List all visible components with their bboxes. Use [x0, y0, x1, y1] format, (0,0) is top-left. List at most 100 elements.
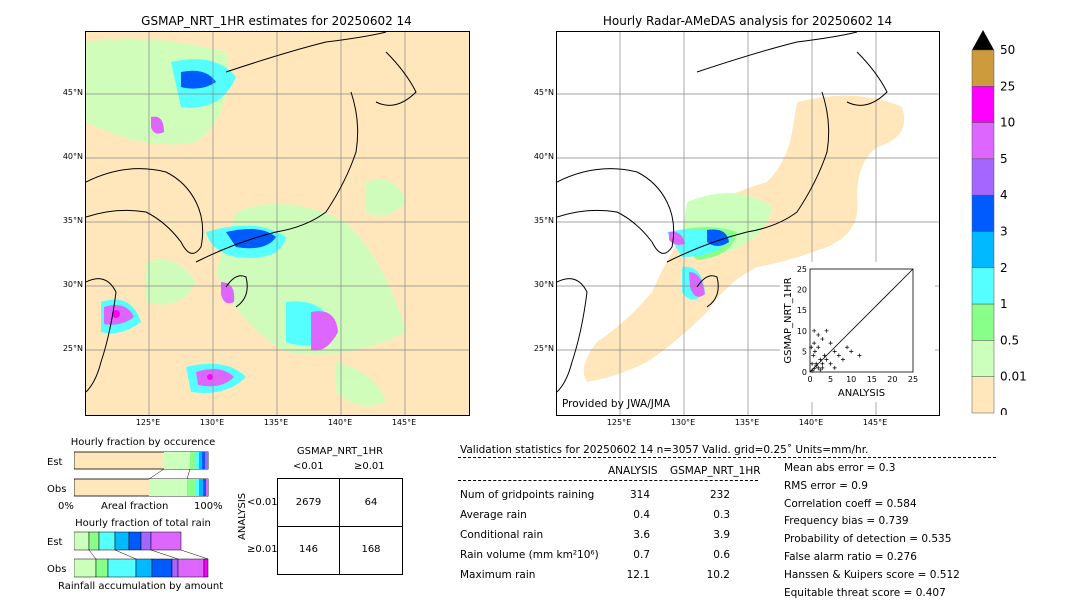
scatter-point [811, 353, 816, 358]
scatter-x-tick: 20 [887, 375, 897, 384]
total-rain-title: Hourly fraction of total rain [75, 518, 211, 529]
cell-miss: 146 [298, 544, 319, 555]
contingency-col-lt: <0.01 [293, 461, 324, 472]
colorbar-label: 50 [1000, 43, 1015, 57]
scatter-point [828, 361, 833, 366]
scatter-point [812, 328, 817, 333]
validation-row-gsmap: 10.2 [706, 569, 730, 581]
contingency-col-ge: ≥0.01 [354, 461, 385, 472]
colorbar-label: 10 [1000, 116, 1015, 130]
lon-label: 130°E [670, 418, 696, 427]
right-map-title: Hourly Radar-AMeDAS analysis for 2025060… [602, 14, 893, 28]
colorbar-segment [971, 267, 995, 305]
scatter-x-tick: 0 [807, 375, 812, 384]
scatter-x-tick: 5 [828, 375, 833, 384]
validation-header: Validation statistics for 20250602 14 n=… [460, 444, 869, 456]
scatter-ylabel: GSMAP_NRT_1HR [783, 277, 794, 363]
cell-hit: 168 [361, 544, 381, 555]
colorbar-label: 4 [1000, 188, 1008, 202]
validation-row-analysis: 0.4 [633, 509, 650, 521]
scatter-point [824, 357, 829, 362]
colorbar-extend-arrow [972, 30, 994, 50]
scatter-point [818, 357, 823, 362]
scatter-point [820, 337, 825, 342]
scatter-point [849, 349, 854, 354]
validation-score: RMS error = 0.9 [784, 479, 868, 492]
scatter-point [812, 341, 817, 346]
lon-label: 125°E [135, 418, 161, 427]
validation-score: Hanssen & Kuipers score = 0.512 [784, 568, 960, 581]
lon-label: 125°E [606, 418, 632, 427]
scatter-point [845, 345, 850, 350]
scatter-point [816, 365, 821, 370]
scatter-y-tick: 15 [797, 306, 807, 315]
total-rain-est-label: Est [47, 537, 63, 548]
scatter-point [857, 353, 862, 358]
validation-row-gsmap: 3.9 [713, 529, 730, 541]
scatter-point [810, 361, 815, 366]
validation-score: Mean abs error = 0.3 [784, 462, 896, 474]
lat-label: 25°N [62, 344, 83, 353]
scatter-point [812, 349, 817, 354]
colorbar-segment [971, 86, 995, 123]
occurrence-axis-mid: Areal fraction [101, 501, 169, 512]
validation-score: Probability of detection = 0.535 [784, 533, 952, 546]
validation-row-gsmap: 0.6 [713, 549, 730, 561]
scatter-x-tick: 25 [908, 375, 918, 384]
scatter-y-tick: 20 [797, 286, 807, 295]
contingency-header: GSMAP_NRT_1HR [296, 446, 384, 457]
lat-label: 35°N [62, 216, 83, 225]
lat-label: 35°N [533, 216, 554, 225]
lon-label: 135°E [263, 418, 289, 427]
scatter-plot: 00 5 5 10 10 15 15 20 20 25 25 ANALYSIS GSMAP_NRT_1H… [783, 265, 918, 399]
validation-score: False alarm ratio = 0.276 [784, 551, 917, 563]
scatter-y-tick: 0 [802, 368, 807, 377]
validation-divider [458, 457, 996, 458]
scatter-inset: 0 0 5 5 10 10 15 15 20 20 25 25 ANALYSIS GSMAP_NRT_1H… [780, 262, 935, 402]
lat-label: 25°N [533, 344, 554, 353]
colorbar-label: 25 [1000, 79, 1015, 93]
lat-label: 45°N [62, 88, 83, 97]
left-map-title: GSMAP_NRT_1HR estimates for 20250602 14 [141, 14, 412, 28]
scatter-point [816, 345, 821, 350]
validation-row-gsmap: 0.3 [713, 509, 730, 521]
lon-label: 140°E [798, 418, 824, 427]
occurrence-obs-label: Obs [47, 484, 67, 495]
validation-score: Frequency bias = 0.739 [784, 515, 909, 528]
validation-row-analysis: 3.6 [633, 529, 650, 541]
colorbar-segment [971, 194, 995, 232]
total-rain-obs-label: Obs [47, 564, 67, 575]
lat-label: 30°N [62, 280, 83, 289]
colorbar-label: 3 [1000, 225, 1008, 239]
validation-row-analysis: 314 [629, 489, 650, 501]
contingency-row-lt: <0.01 [247, 497, 278, 508]
validation-row-gsmap: 232 [709, 489, 730, 501]
colorbar-segment [971, 376, 995, 414]
left-map [85, 31, 470, 416]
data-credit: Provided by JWA/JMA [562, 398, 671, 410]
lat-label: 40°N [533, 152, 554, 161]
colorbar-label: 1 [1000, 297, 1008, 311]
scatter-point [812, 366, 817, 371]
scatter-x-tick: 10 [846, 375, 856, 384]
validation-row-label: Average rain [460, 509, 527, 521]
colorbar-scale: 50 25 10 5 4 3 2 1 0.5 0.01 0 [971, 30, 1027, 415]
scatter-point [824, 328, 829, 333]
lon-label: 135°E [734, 418, 760, 427]
total-rain-bars [74, 531, 209, 579]
contingency-row-ge: ≥0.01 [247, 544, 278, 555]
total-rain-footer: Rainfall accumulation by amount [58, 581, 224, 592]
scatter-point [840, 357, 845, 362]
colorbar-label: 0.5 [1000, 333, 1019, 347]
scatter-y-tick: 5 [802, 347, 807, 356]
scatter-point [818, 367, 823, 372]
scatter-x-tick: 15 [867, 375, 877, 384]
colorbar-segment [971, 158, 995, 196]
occurrence-axis-left: 0% [58, 501, 74, 512]
validation-col-gsmap: GSMAP_NRT_1HR [670, 465, 761, 477]
validation-score: Correlation coeff = 0.584 [784, 497, 917, 510]
lat-label: 45°N [533, 88, 554, 97]
colorbar-label: 5 [1000, 152, 1008, 166]
cell-false-alarm: 64 [364, 497, 378, 508]
cell-hit-none: 2679 [295, 497, 322, 508]
